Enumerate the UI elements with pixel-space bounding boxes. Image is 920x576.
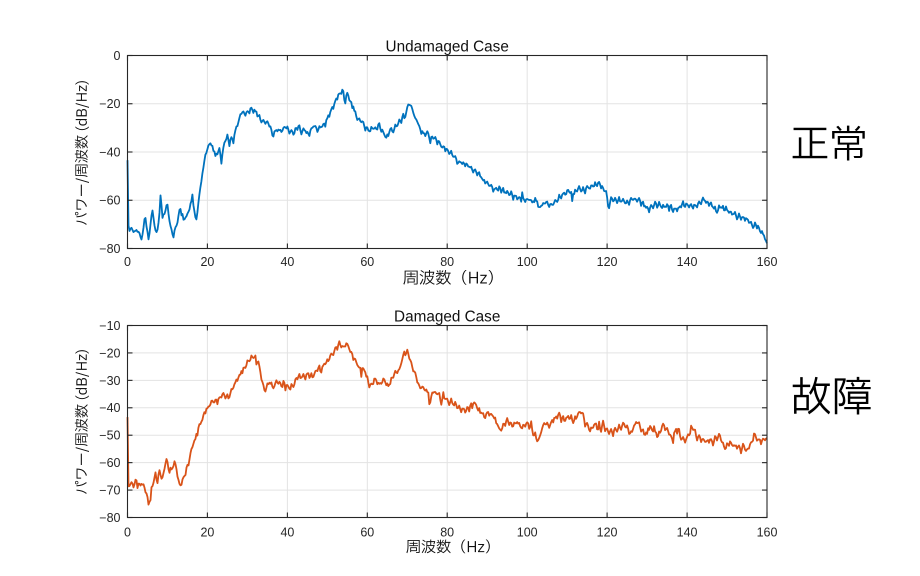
svg-text:120: 120 bbox=[597, 526, 618, 540]
svg-text:100: 100 bbox=[517, 526, 538, 540]
svg-text:140: 140 bbox=[677, 255, 698, 269]
svg-text:40: 40 bbox=[280, 255, 294, 269]
svg-text:40: 40 bbox=[280, 526, 294, 540]
svg-text:−70: −70 bbox=[99, 484, 120, 498]
svg-text:0: 0 bbox=[114, 49, 121, 63]
svg-text:120: 120 bbox=[597, 255, 618, 269]
svg-text:60: 60 bbox=[360, 255, 374, 269]
svg-text:0: 0 bbox=[124, 526, 131, 540]
svg-text:−10: −10 bbox=[99, 319, 120, 333]
svg-text:−80: −80 bbox=[99, 511, 120, 525]
svg-text:−60: −60 bbox=[99, 456, 120, 470]
svg-text:160: 160 bbox=[757, 526, 778, 540]
svg-text:−20: −20 bbox=[99, 346, 120, 360]
svg-text:Damaged Case: Damaged Case bbox=[394, 309, 500, 326]
svg-text:60: 60 bbox=[360, 526, 374, 540]
svg-text:20: 20 bbox=[200, 526, 214, 540]
svg-text:−20: −20 bbox=[99, 97, 120, 111]
svg-text:−30: −30 bbox=[99, 374, 120, 388]
svg-text:100: 100 bbox=[517, 255, 538, 269]
svg-text:−80: −80 bbox=[99, 242, 120, 256]
svg-text:−40: −40 bbox=[99, 401, 120, 415]
svg-text:Undamaged Case: Undamaged Case bbox=[386, 39, 509, 56]
svg-text:−40: −40 bbox=[99, 145, 120, 159]
svg-text:−50: −50 bbox=[99, 429, 120, 443]
svg-text:0: 0 bbox=[124, 255, 131, 269]
svg-text:−60: −60 bbox=[99, 194, 120, 208]
svg-text:20: 20 bbox=[200, 255, 214, 269]
svg-text:80: 80 bbox=[440, 526, 454, 540]
svg-text:140: 140 bbox=[677, 526, 698, 540]
svg-text:160: 160 bbox=[757, 255, 778, 269]
svg-text:80: 80 bbox=[440, 255, 454, 269]
